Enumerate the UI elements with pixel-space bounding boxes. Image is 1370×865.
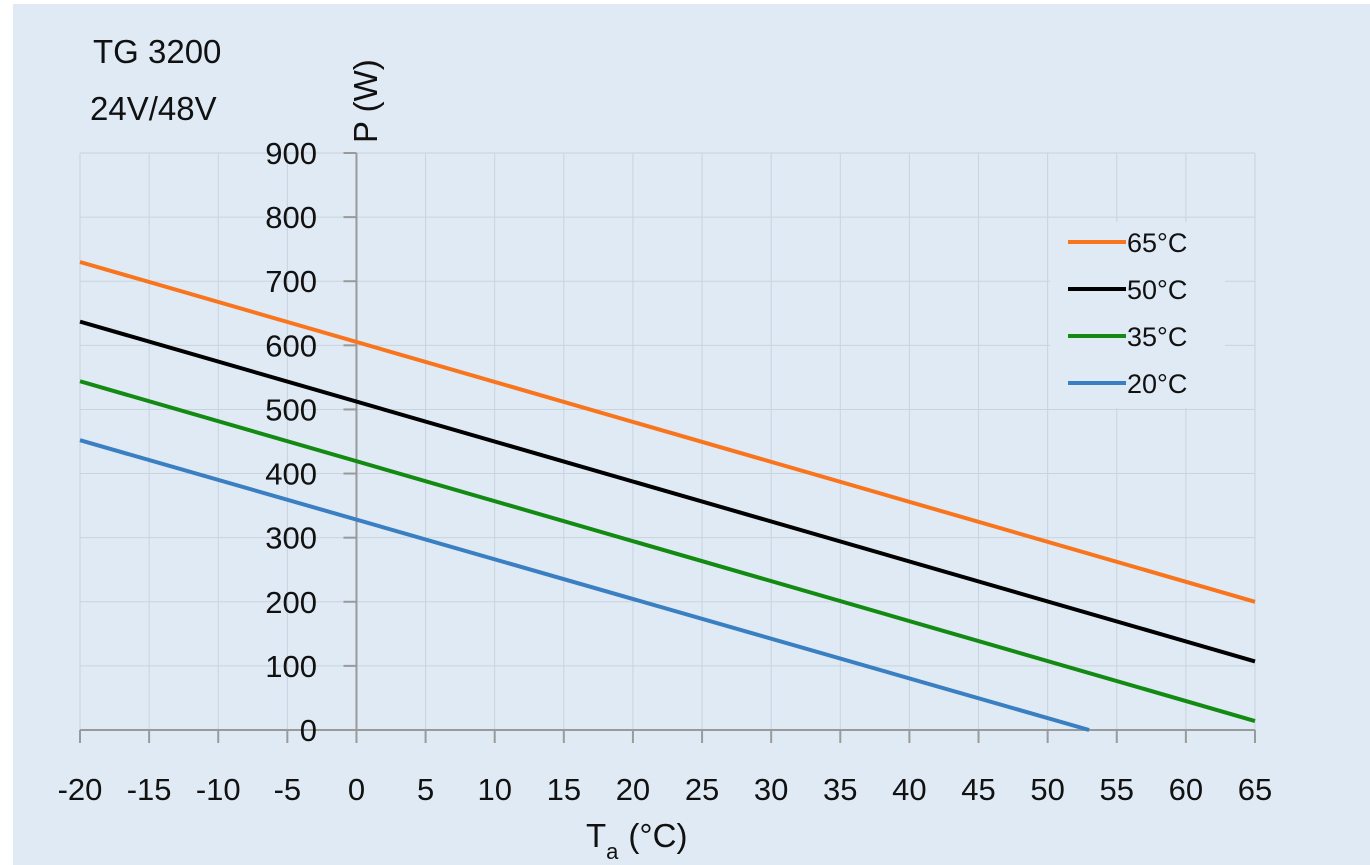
- x-tick-label: 20: [616, 772, 650, 807]
- x-tick-labels: -20 -15 -10 -5 0 5 10 15 20 25 30 35 40 45 50 55 60 65: [58, 772, 1273, 807]
- x-axis-label: Ta (°C): [586, 817, 687, 864]
- y-tick-label: 900: [265, 136, 317, 171]
- x-axis-label-unit: (°C): [628, 817, 687, 854]
- series-lines: [79, 260, 1256, 732]
- y-tick-label: 600: [265, 328, 317, 363]
- series-line-0: [79, 260, 1256, 604]
- x-tick-label: 55: [1100, 772, 1134, 807]
- x-tick-label: 65: [1238, 772, 1272, 807]
- legend-label-3: 20°C: [1127, 369, 1187, 399]
- x-tick-label: -10: [196, 772, 241, 807]
- x-tick-label: 0: [348, 772, 365, 807]
- y-tick-label: 300: [265, 521, 317, 556]
- y-tick-label: 700: [265, 264, 317, 299]
- x-axis-label-subscript: a: [606, 839, 619, 864]
- legend-label-1: 50°C: [1127, 275, 1187, 305]
- x-tick-label: 5: [417, 772, 434, 807]
- chart-background: [13, 4, 1370, 865]
- y-tick-label: 800: [265, 200, 317, 235]
- chart-header-line-2: 24V/48V: [90, 90, 217, 127]
- legend-label-0: 65°C: [1127, 228, 1187, 258]
- x-tick-label: -15: [127, 772, 172, 807]
- y-tick-label: 200: [265, 585, 317, 620]
- x-tick-label: 25: [685, 772, 719, 807]
- x-tick-label: 35: [823, 772, 857, 807]
- x-tick-label: 60: [1169, 772, 1203, 807]
- x-axis-label-main: T: [586, 817, 606, 854]
- x-tick-label: 10: [477, 772, 511, 807]
- series-line-2: [79, 379, 1256, 723]
- x-tick-label: 30: [754, 772, 788, 807]
- legend-label-2: 35°C: [1127, 322, 1187, 352]
- y-tick-label: 400: [265, 457, 317, 492]
- y-tick-label: 500: [265, 392, 317, 427]
- series-line-3: [79, 438, 1090, 732]
- y-tick-label: 100: [265, 649, 317, 684]
- y-tick-labels: 0 100 200 300 400 500 600 700 800 900: [265, 136, 317, 748]
- axes: [79, 152, 1256, 743]
- chart-header-line-1: TG 3200: [93, 33, 221, 70]
- y-axis-label: P (W): [347, 59, 384, 143]
- legend: 65°C 50°C 35°C 20°C: [1050, 222, 1225, 408]
- series-line-1: [79, 319, 1256, 664]
- legend-background: [1050, 222, 1225, 408]
- x-tick-label: 45: [961, 772, 995, 807]
- y-tick-label: 0: [300, 713, 317, 748]
- x-tick-label: -20: [58, 772, 103, 807]
- x-tick-label: 40: [892, 772, 926, 807]
- x-tick-label: 50: [1030, 772, 1064, 807]
- x-tick-label: 15: [547, 772, 581, 807]
- x-tick-label: -5: [274, 772, 302, 807]
